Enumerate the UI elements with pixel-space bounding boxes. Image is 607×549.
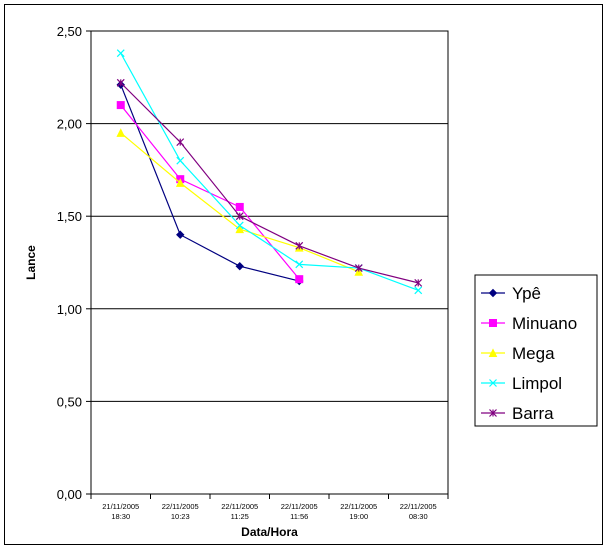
legend-item: Minuano [481, 314, 577, 333]
gridlines [86, 30, 449, 499]
data-point [414, 286, 423, 295]
data-point [354, 267, 364, 276]
y-tick-label: 0,50 [57, 394, 82, 409]
data-point [354, 264, 363, 272]
data-point [295, 241, 304, 250]
x-tick-labels: 21/11/2005 18:30 22/11/2005 10:23 22/11/2005… [102, 502, 436, 521]
data-point [235, 212, 244, 221]
y-tick-label: 2,00 [57, 117, 82, 132]
legend-marker [489, 379, 497, 387]
data-point [176, 138, 185, 147]
series-line [120, 82, 419, 284]
legend-item: Mega [481, 344, 555, 363]
data-point [235, 221, 244, 230]
x-tick-label: 22/11/2005 11:25 [221, 502, 258, 521]
legend-marker [488, 348, 498, 357]
data-point [175, 178, 185, 187]
legend-label: Minuano [512, 314, 577, 333]
legend-marker [489, 319, 497, 327]
data-point [116, 78, 125, 87]
data-point [235, 224, 245, 234]
x-tick-label: 22/11/2005 10:23 [162, 502, 199, 521]
legend-item: Limpol [481, 374, 562, 393]
legend-item: Ypê [481, 284, 541, 303]
legend-box [474, 274, 598, 427]
series-barra [116, 78, 423, 287]
x-tick-label: 22/11/2005 19:00 [340, 502, 377, 521]
data-point [295, 275, 304, 284]
plot-area [90, 30, 449, 495]
legend-item: Barra [481, 404, 554, 423]
data-point [295, 260, 304, 269]
y-tick-label: 0,00 [57, 487, 82, 502]
legend: Ypê Minuano Mega Limpol Barra [474, 274, 598, 427]
y-tick-labels: 0,00 0,50 1,00 1,50 2,00 2,50 [57, 24, 82, 502]
legend-marker [489, 409, 497, 417]
legend-label: Ypê [512, 284, 541, 303]
series-group [116, 49, 423, 295]
y-tick-label: 1,00 [57, 302, 82, 317]
series-line [120, 84, 300, 282]
data-point [176, 156, 185, 165]
x-tick-label: 22/11/2005 08:30 [400, 502, 437, 521]
data-point [116, 49, 125, 58]
data-point [235, 261, 244, 271]
y-axis-title: Lance [24, 245, 38, 280]
legend-marker [488, 288, 498, 298]
data-point [116, 101, 125, 110]
y-tick-label: 2,50 [57, 24, 82, 39]
series-line [120, 52, 419, 291]
legend-label: Barra [512, 404, 554, 423]
data-point [235, 202, 244, 211]
legend-label: Limpol [512, 374, 562, 393]
x-tick-label: 22/11/2005 11:56 [281, 502, 318, 521]
data-point [116, 128, 126, 137]
y-tick-label: 1,50 [57, 209, 82, 224]
legend-label: Mega [512, 344, 555, 363]
data-point [414, 278, 423, 287]
data-point [176, 230, 185, 239]
x-tick-label: 21/11/2005 18:30 [102, 502, 139, 521]
x-axis-title: Data/Hora [241, 525, 298, 539]
